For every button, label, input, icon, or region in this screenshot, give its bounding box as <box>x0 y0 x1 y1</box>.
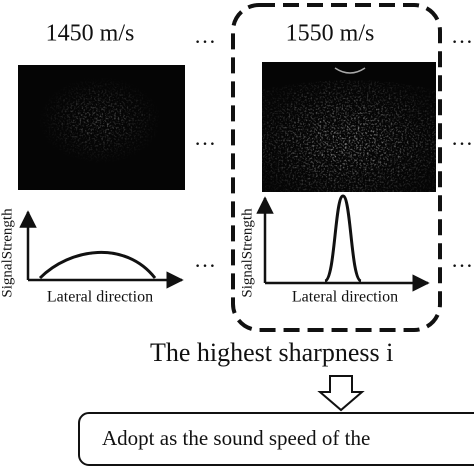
profile-plot <box>19 210 184 289</box>
speed-label: 1450 m/s <box>46 21 135 47</box>
speed-label: 1550 m/s <box>286 21 375 47</box>
profile-plot <box>256 194 430 292</box>
axis-label: SignalStrength <box>0 208 15 298</box>
ellipsis: … <box>194 23 216 48</box>
axis-label: SignalStrength <box>239 208 255 298</box>
ultrasound-image <box>18 65 185 190</box>
conclusion-text: The highest sharpness i <box>150 338 393 367</box>
ellipsis: … <box>194 125 216 150</box>
action-text: Adopt as the sound speed of the <box>102 426 370 450</box>
ellipsis: … <box>451 23 473 48</box>
ellipsis: … <box>194 247 216 272</box>
ellipsis: … <box>451 125 473 150</box>
axis-label: Lateral direction <box>292 289 398 306</box>
highlight-frame <box>231 3 442 332</box>
axis-label: Lateral direction <box>47 289 153 306</box>
action-box <box>78 412 474 466</box>
ultrasound-image <box>262 62 436 192</box>
ellipsis: … <box>451 247 473 272</box>
down-arrow <box>317 375 365 412</box>
